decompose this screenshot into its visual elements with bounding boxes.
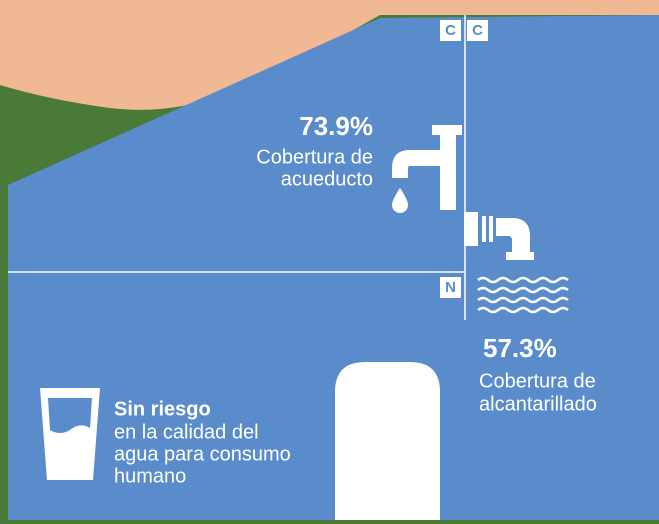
sewer-label: alcantarillado bbox=[479, 393, 597, 415]
aqueduct-label: Cobertura de bbox=[256, 146, 373, 168]
quality-line: en la calidad del bbox=[114, 421, 259, 443]
infographic: C C N 73.9% Cobertura de acueducto 57.3%… bbox=[0, 0, 659, 524]
quality-line: agua para consumo bbox=[114, 443, 291, 465]
quality-title: Sin riesgo bbox=[114, 398, 211, 420]
marker: C bbox=[472, 22, 483, 39]
glass-icon bbox=[40, 388, 100, 480]
marker: C bbox=[445, 22, 456, 39]
marker: N bbox=[445, 279, 456, 296]
aqueduct-value: 73.9% bbox=[299, 111, 373, 141]
sewer-value: 57.3% bbox=[483, 333, 557, 363]
door bbox=[335, 362, 440, 520]
aqueduct-label: acueducto bbox=[281, 168, 373, 190]
sewer-label: Cobertura de bbox=[479, 370, 596, 392]
quality-line: humano bbox=[114, 465, 186, 487]
